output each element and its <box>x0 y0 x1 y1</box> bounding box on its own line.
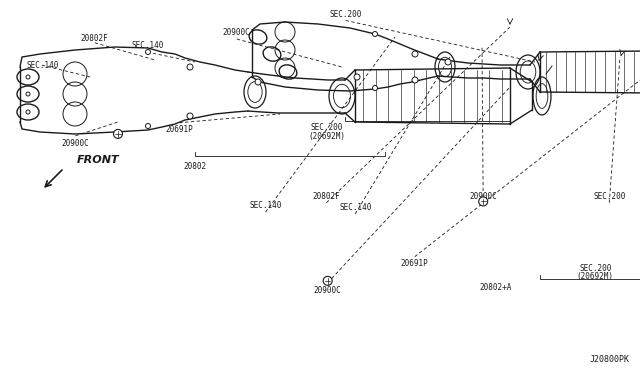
Text: SEC.200: SEC.200 <box>593 192 625 201</box>
Circle shape <box>145 124 150 128</box>
Text: SEC.200: SEC.200 <box>330 10 362 19</box>
Circle shape <box>323 276 332 285</box>
Text: SEC.200: SEC.200 <box>310 123 342 132</box>
Circle shape <box>255 79 261 85</box>
Text: 20900C: 20900C <box>223 28 251 37</box>
Text: SEC.140: SEC.140 <box>339 203 371 212</box>
Circle shape <box>187 113 193 119</box>
Text: 20802F: 20802F <box>312 192 340 201</box>
Circle shape <box>354 74 360 80</box>
Circle shape <box>445 59 451 65</box>
Text: 20900C: 20900C <box>314 286 342 295</box>
Text: (20692M): (20692M) <box>577 272 614 281</box>
Circle shape <box>372 86 378 90</box>
Text: 20691P: 20691P <box>401 259 429 267</box>
Circle shape <box>187 64 193 70</box>
Text: 20802F: 20802F <box>81 34 109 43</box>
Text: SEC.200: SEC.200 <box>579 264 611 273</box>
Circle shape <box>412 77 418 83</box>
Text: 20900C: 20900C <box>469 192 497 201</box>
Circle shape <box>26 92 30 96</box>
Text: J20800PK: J20800PK <box>590 355 630 364</box>
Text: SEC.140: SEC.140 <box>27 61 60 70</box>
Text: (20692M): (20692M) <box>308 132 345 141</box>
Circle shape <box>26 75 30 79</box>
Text: SEC.140: SEC.140 <box>250 201 282 210</box>
Text: 20802: 20802 <box>184 162 207 171</box>
Circle shape <box>372 32 378 36</box>
Circle shape <box>412 51 418 57</box>
Text: FRONT: FRONT <box>77 155 120 165</box>
Text: 20900C: 20900C <box>61 140 90 148</box>
Text: 20802+A: 20802+A <box>480 283 512 292</box>
Circle shape <box>145 49 150 55</box>
Circle shape <box>113 129 122 138</box>
Text: SEC.140: SEC.140 <box>131 41 163 50</box>
Circle shape <box>479 197 488 206</box>
Circle shape <box>26 110 30 114</box>
Text: 20691P: 20691P <box>165 125 193 134</box>
